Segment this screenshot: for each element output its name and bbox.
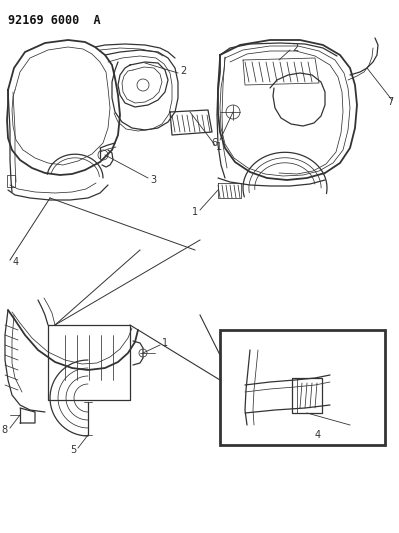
- Text: 8: 8: [2, 425, 8, 435]
- Bar: [7, 175, 15, 187]
- Text: 5: 5: [70, 445, 76, 455]
- Text: 6: 6: [211, 138, 217, 148]
- Text: 2: 2: [292, 43, 298, 53]
- Text: 7: 7: [387, 97, 393, 107]
- Text: 1: 1: [162, 338, 168, 348]
- Text: 4: 4: [315, 430, 321, 440]
- Text: 2: 2: [180, 66, 186, 76]
- Text: 4: 4: [13, 257, 19, 267]
- Text: 1: 1: [216, 142, 222, 152]
- Text: 1: 1: [192, 207, 198, 217]
- Text: 3: 3: [150, 175, 156, 185]
- Bar: [220, 330, 385, 445]
- Text: 92169 6000  A: 92169 6000 A: [8, 14, 101, 27]
